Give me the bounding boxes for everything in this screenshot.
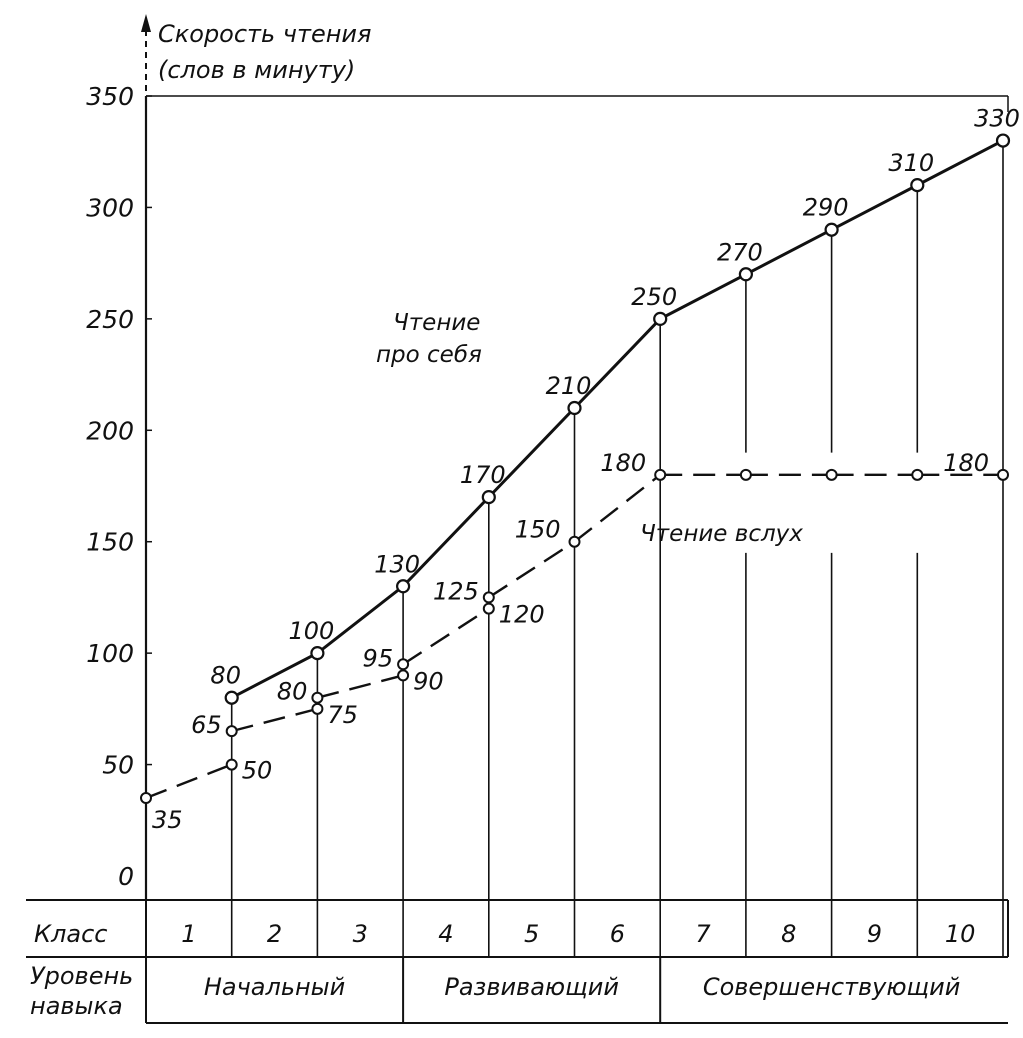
point-label-silent: 210: [546, 372, 592, 400]
point-aloud: [997, 468, 1009, 481]
grade-cell: 2: [267, 920, 282, 948]
point-label-aloud: 75: [327, 701, 358, 729]
grade-cell: 9: [867, 920, 882, 948]
point-label-aloud: 125: [433, 577, 479, 605]
point-aloud: [225, 758, 238, 771]
level-cell: Совершенствующий: [703, 973, 961, 1001]
series-line-aloud-segment: [573, 473, 661, 543]
point-label-silent: 170: [460, 461, 506, 489]
point-silent: [653, 311, 668, 326]
point-label-aloud: 180: [943, 449, 989, 477]
series-line-aloud-segment: [145, 763, 233, 800]
point-aloud: [397, 669, 410, 682]
series-line-aloud-segment: [317, 674, 404, 699]
point-aloud: [482, 591, 495, 604]
point-label-silent: 290: [803, 194, 849, 222]
point-silent: [910, 178, 925, 193]
series-label-silent-line-2: про себя: [376, 342, 482, 368]
point-aloud: [911, 468, 924, 481]
point-label-aloud: 50: [242, 757, 273, 785]
level-row-label-line-2: навыка: [30, 992, 123, 1020]
y-axis-arrow-icon: [141, 14, 151, 32]
point-label-aloud: 180: [600, 449, 646, 477]
point-label-aloud: 80: [277, 678, 308, 706]
grade-cell: 6: [610, 920, 625, 948]
y-tick-label: 0: [118, 862, 134, 891]
point-aloud: [482, 602, 495, 615]
point-label-aloud: 95: [363, 644, 394, 672]
series-line-aloud-segment: [488, 540, 576, 599]
point-silent: [567, 400, 582, 416]
point-aloud: [397, 658, 410, 671]
series-line-silent: [231, 139, 1004, 700]
point-label-aloud: 35: [152, 806, 183, 834]
series-line-aloud-segment: [231, 707, 318, 733]
point-aloud: [739, 468, 752, 481]
point-label-aloud: 65: [191, 711, 222, 739]
point-silent: [396, 579, 411, 594]
point-label-silent: 100: [288, 617, 334, 645]
y-tick-label: 100: [86, 639, 134, 668]
series-label-aloud: Чтение вслух: [640, 521, 803, 547]
level-cell: Начальный: [204, 973, 345, 1001]
y-axis-label-line-1: Скорость чтения: [158, 20, 371, 48]
series-label-silent-line-1: Чтение: [393, 310, 480, 336]
point-silent: [481, 490, 496, 505]
y-axis-label-line-2: (слов в минуту): [158, 56, 355, 84]
point-label-silent: 310: [888, 149, 934, 177]
y-tick-label: 350: [86, 82, 134, 111]
grade-cell: 8: [781, 920, 796, 948]
point-silent: [824, 222, 839, 237]
point-silent: [224, 690, 239, 705]
level-row-label-line-1: Уровень: [30, 962, 133, 990]
point-aloud: [568, 535, 581, 548]
y-tick-label: 50: [102, 751, 134, 780]
point-silent: [995, 133, 1011, 148]
grade-cell: 10: [945, 920, 976, 948]
point-aloud: [311, 691, 324, 704]
point-aloud: [825, 468, 838, 481]
point-aloud: [140, 792, 152, 804]
point-label-silent: 80: [210, 662, 241, 690]
y-tick-label: 200: [86, 416, 134, 445]
point-aloud: [311, 702, 324, 715]
point-label-silent: 270: [717, 238, 763, 266]
point-aloud: [225, 725, 238, 738]
point-label-aloud: 120: [499, 601, 545, 629]
grade-row-label: Класс: [34, 920, 107, 948]
grade-table: 1 2 3 4 5 6 7 8 9 10 Начальный Развивающий Совершен…: [26, 899, 1009, 1024]
point-label-aloud: 150: [515, 516, 561, 544]
grade-cell: 5: [524, 920, 539, 948]
point-label-aloud: 90: [413, 667, 444, 695]
y-tick-label: 300: [86, 193, 134, 222]
point-label-silent: 250: [631, 283, 677, 311]
grade-cell: 7: [695, 920, 711, 948]
point-silent: [310, 646, 325, 661]
grade-cell: 3: [353, 920, 368, 948]
grade-cell: 1: [181, 920, 196, 948]
series-line-aloud-segment: [402, 607, 490, 666]
y-tick-label: 150: [86, 528, 134, 557]
point-aloud: [654, 468, 667, 481]
point-silent: [738, 267, 754, 282]
point-label-silent: 330: [974, 105, 1020, 133]
grade-cell: 4: [438, 920, 453, 948]
y-tick-label: 250: [86, 305, 134, 334]
level-cell: Развивающий: [444, 973, 619, 1001]
point-label-silent: 130: [374, 550, 420, 578]
